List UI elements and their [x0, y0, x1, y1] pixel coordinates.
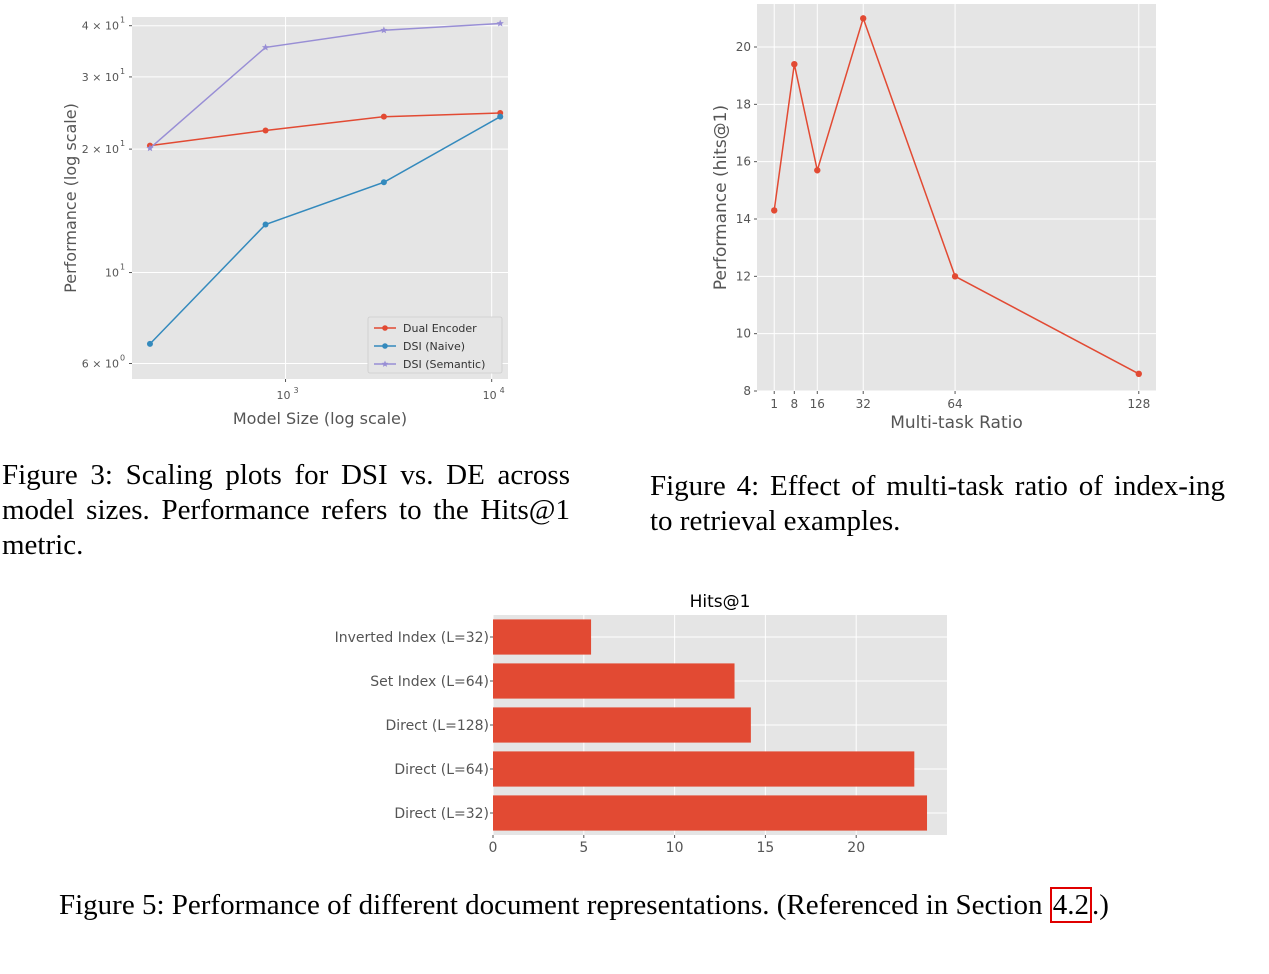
x-axis-label: Model Size (log scale): [233, 409, 407, 428]
category-label: Direct (L=64): [394, 762, 489, 778]
x-tick-label: 32: [856, 397, 871, 411]
x-tick-label: 1: [770, 397, 778, 411]
data-point: [951, 273, 959, 280]
bar: [493, 663, 735, 699]
x-tick-label: 15: [756, 840, 774, 856]
legend-box: [367, 316, 503, 374]
x-tick-label: 64: [947, 397, 962, 411]
bar: [493, 619, 592, 655]
category-label: Inverted Index (L=32): [335, 630, 489, 646]
y-tick-label: 4 × 10: [82, 20, 119, 33]
x-tick-label: 8: [790, 397, 798, 411]
data-point: [1135, 370, 1142, 377]
y-tick-label: 12: [736, 269, 751, 283]
figure-4-caption: Figure 4: Effect of multi-task ratio of …: [650, 470, 1225, 537]
data-point: [497, 113, 504, 120]
category-label: Set Index (L=64): [370, 674, 489, 690]
data-point: [261, 43, 270, 51]
data-point: [860, 15, 867, 22]
x-tick-label: 10: [277, 389, 291, 402]
y-tick-label: 6 × 10: [82, 358, 119, 371]
x-tick-label: 20: [847, 840, 865, 856]
x-tick-label: 10: [483, 389, 497, 402]
x-tick-label: 16: [810, 397, 825, 411]
x-axis-label: Multi-task Ratio: [890, 413, 1023, 433]
y-tick-label: 2 × 10: [82, 143, 119, 156]
data-point: [380, 113, 387, 120]
category-label: Direct (L=32): [394, 806, 489, 822]
bar: [493, 707, 751, 743]
section-reference-link[interactable]: 4.2: [1049, 887, 1092, 923]
legend-label: DSI (Naive): [403, 340, 465, 353]
y-tick-exponent: 0: [120, 354, 125, 363]
series-dsi-naive-: [146, 113, 504, 347]
figure-5-caption: Figure 5: Performance of different docum…: [59, 887, 1109, 923]
y-tick-label: 8: [743, 384, 751, 398]
legend-label: Dual Encoder: [403, 322, 477, 335]
y-tick-label: 10: [105, 267, 119, 280]
legend-marker: [382, 325, 388, 331]
chart-title: Hits@1: [690, 592, 751, 612]
x-tick-label: 10: [666, 840, 684, 856]
plot-area: [757, 4, 1156, 391]
figure-5-caption-text: Figure 5: Performance of different docum…: [59, 889, 1050, 921]
data-point: [262, 221, 269, 228]
legend-marker: [382, 343, 388, 349]
x-tick-label: 0: [489, 840, 498, 856]
data-point: [791, 60, 798, 68]
figure-5-caption-end: .): [1092, 889, 1109, 921]
x-tick-exponent: 3: [294, 386, 299, 395]
legend-marker: [381, 360, 389, 367]
y-tick-label: 20: [736, 40, 751, 54]
data-point: [146, 340, 153, 347]
grid-lines: [132, 17, 508, 379]
legend: Dual Encoder DSI (Naive) DSI (Semantic): [367, 316, 503, 374]
bar: [493, 795, 928, 831]
data-point: [262, 127, 269, 134]
y-tick-exponent: 1: [120, 16, 125, 25]
series-line: [773, 15, 1140, 375]
y-axis-label: Performance (log scale): [61, 103, 80, 293]
data-point: [814, 167, 821, 174]
figure-3-chart: 10 3 10 46 × 10 010 12 × 10 13 × 10 14 × 10 1Mod…: [61, 16, 508, 428]
y-tick-label: 16: [736, 155, 751, 169]
data-point: [380, 26, 388, 34]
series-dsi-semantic-: [146, 19, 504, 152]
x-tick-label: 128: [1127, 397, 1150, 411]
series-line: [149, 112, 501, 147]
data-point: [146, 144, 154, 152]
figure-3-caption: Figure 3: Scaling plots for DSI vs. DE a…: [2, 459, 570, 561]
x-tick-exponent: 4: [500, 386, 505, 395]
y-axis-label: Performance (hits@1): [711, 105, 731, 290]
grid-lines: [757, 4, 1156, 392]
y-tick-label: 14: [736, 212, 751, 226]
category-label: Direct (L=128): [385, 718, 489, 734]
data-point: [771, 207, 778, 214]
legend-label: DSI (Semantic): [403, 358, 485, 371]
x-tick-label: 5: [579, 840, 588, 856]
y-tick-exponent: 1: [120, 67, 125, 76]
data-point: [496, 19, 504, 27]
figure-5-chart: Hits@1 Direct (L=32) Direct (L=64) Direct (…: [335, 592, 947, 856]
series-performance: [771, 15, 1142, 377]
series-line: [149, 116, 501, 345]
y-tick-exponent: 1: [120, 139, 125, 148]
y-tick-label: 10: [736, 327, 751, 341]
y-tick-label: 18: [736, 97, 751, 111]
y-tick-label: 3 × 10: [82, 71, 119, 84]
data-point: [380, 179, 387, 186]
series-line: [149, 22, 501, 149]
bar: [493, 751, 915, 787]
y-tick-exponent: 1: [120, 263, 125, 272]
